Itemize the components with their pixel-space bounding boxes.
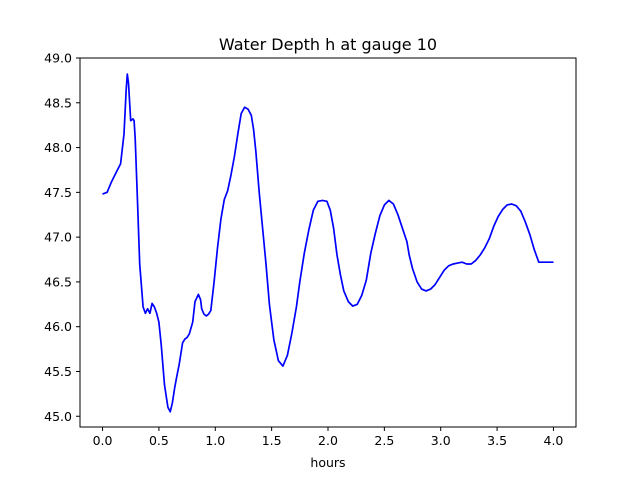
y-tick-label: 48.5 [44, 95, 72, 110]
y-tick-label: 48.0 [44, 140, 72, 155]
x-tick-label: 0.5 [149, 433, 169, 448]
y-tick-label: 47.0 [44, 230, 72, 245]
x-axis: 0.0 0.5 1.0 1.5 2.0 2.5 3.0 3.5 4.0 [93, 427, 564, 448]
y-tick-label: 46.5 [44, 274, 72, 289]
x-tick-label: 2.0 [318, 433, 338, 448]
x-tick-label: 1.5 [262, 433, 282, 448]
y-tick-label: 47.5 [44, 185, 72, 200]
y-tick-label: 49.0 [44, 51, 72, 66]
chart-title: Water Depth h at gauge 10 [219, 35, 437, 54]
x-tick-label: 2.5 [374, 433, 394, 448]
x-tick-label: 4.0 [544, 433, 564, 448]
x-axis-label: hours [310, 455, 345, 470]
x-tick-label: 0.0 [93, 433, 113, 448]
y-axis: 45.0 45.5 46.0 46.5 47.0 47.5 48.0 48.5 49.0 [44, 51, 80, 424]
y-tick-label: 45.0 [44, 409, 72, 424]
y-tick-label: 45.5 [44, 364, 72, 379]
x-tick-label: 1.0 [205, 433, 225, 448]
x-tick-label: 3.5 [487, 433, 507, 448]
series-line-0 [102, 73, 554, 413]
y-tick-label: 46.0 [44, 319, 72, 334]
x-tick-label: 3.0 [431, 433, 451, 448]
